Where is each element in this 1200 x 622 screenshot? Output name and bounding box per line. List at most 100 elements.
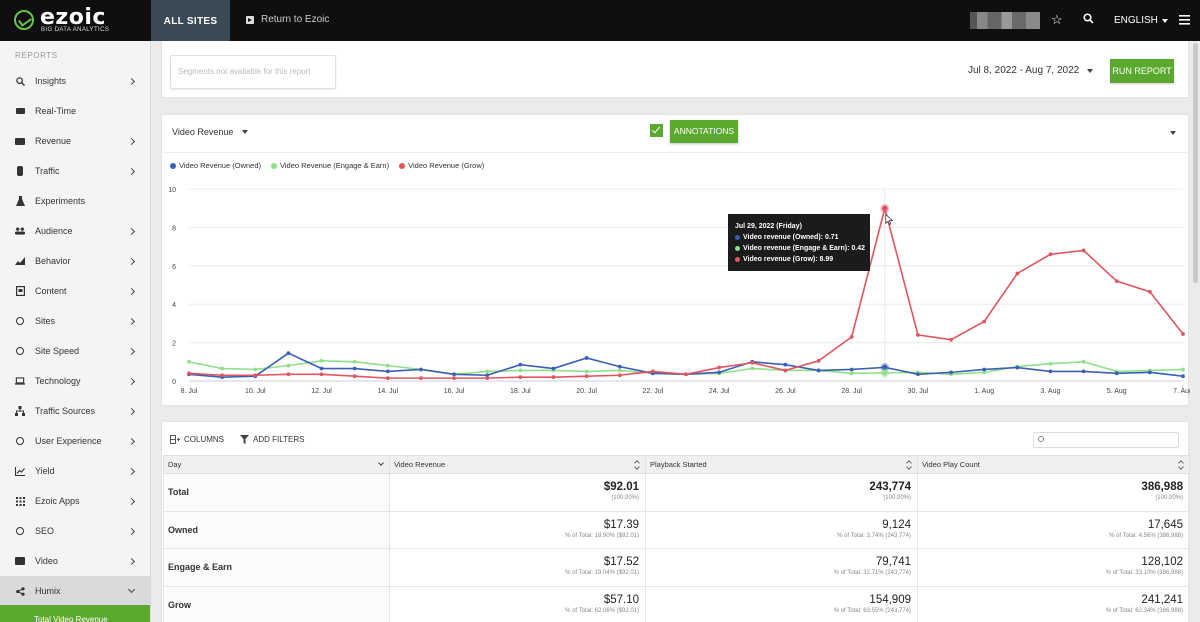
data-point — [485, 376, 490, 381]
y-tick-label: 6 — [172, 264, 176, 271]
all-sites-tab[interactable]: ALL SITES — [151, 0, 230, 41]
data-point — [518, 368, 523, 373]
data-point — [982, 370, 987, 375]
return-to-ezoic-link[interactable]: Return to Ezoic — [246, 14, 329, 25]
data-point — [1081, 359, 1086, 364]
sidebar-item-label: Content — [35, 286, 67, 296]
legend-label-engage: Video Revenue (Engage & Earn) — [280, 161, 390, 170]
sidebar-item-behavior[interactable]: Behavior — [0, 246, 150, 276]
language-selector[interactable]: ENGLISH — [1114, 15, 1168, 26]
table-row[interactable]: Total $92.01 (100.00%) 243,774 (100.00%) 386,… — [163, 473, 1190, 512]
sidebar-item-video[interactable]: Video — [0, 546, 150, 576]
annotations-button[interactable]: ANNOTATIONS — [670, 120, 738, 143]
legend-swatch-engage — [271, 162, 277, 169]
cell-share: % of Total: 62.06% ($92.01) — [565, 607, 639, 614]
sidebar-item-seo[interactable]: SEO — [0, 516, 150, 546]
legend-item-engage[interactable]: Video Revenue (Engage & Earn) — [271, 161, 389, 170]
column-header-playback-started[interactable]: Playback Started — [645, 455, 918, 474]
table-row[interactable]: Engage & Earn $17.52% of Total: 19.04% ($… — [163, 548, 1190, 587]
cell-value: 154,909 — [869, 593, 911, 606]
sidebar-item-label: SEO — [35, 526, 55, 536]
data-point — [1147, 370, 1152, 375]
table-cell: $17.52% of Total: 19.04% ($92.01) — [389, 548, 646, 587]
cell-share: % of Total: 63.55% (243,774) — [833, 607, 911, 614]
x-tick-label: 8. Jul — [181, 388, 198, 395]
sidebar-item-real-time[interactable]: Real-Time — [0, 96, 150, 126]
legend-swatch-owned — [170, 162, 176, 169]
x-tick-label: 3. Aug — [1041, 388, 1061, 395]
columns-button[interactable]: COLUMNS — [170, 435, 224, 444]
sidebar-item-yield[interactable]: Yield — [0, 456, 150, 486]
annotations-checkbox[interactable] — [650, 124, 663, 137]
sitemap-icon — [15, 406, 25, 416]
data-point — [1015, 271, 1020, 276]
legend-item-owned[interactable]: Video Revenue (Owned) — [170, 161, 261, 170]
x-tick-label: 16. Jul — [444, 388, 465, 395]
run-report-button[interactable]: RUN REPORT — [1110, 59, 1174, 83]
sidebar-item-revenue[interactable]: Revenue — [0, 126, 150, 156]
sort-icon — [635, 461, 639, 469]
sidebar-item-traffic-sources[interactable]: Traffic Sources — [0, 396, 150, 426]
table-cell: 9,124% of Total: 3.74% (243,774) — [645, 510, 918, 549]
column-header-day[interactable]: Day — [163, 455, 390, 474]
sidebar-item-content[interactable]: Content — [0, 276, 150, 306]
sidebar-item-user-experience[interactable]: User Experience — [0, 426, 150, 456]
x-tick-label: 12. Jul — [311, 388, 332, 395]
chevron-down-icon — [378, 460, 384, 466]
table-cell: 128,102% of Total: 33.10% (386,988) — [917, 548, 1190, 587]
sidebar-item-traffic[interactable]: Traffic — [0, 156, 150, 186]
date-range-picker[interactable]: Jul 8, 2022 - Aug 7, 2022 — [968, 65, 1094, 76]
hamburger-menu-icon[interactable] — [1179, 14, 1190, 28]
table-search-input[interactable] — [1033, 432, 1179, 448]
sidebar-item-label: Ezoic Apps — [35, 496, 80, 506]
sidebar-subitem-total-video-revenue[interactable]: Total Video Revenue — [0, 605, 150, 622]
ezoic-logo[interactable]: ezoic BIG DATA ANALYTICS — [14, 6, 154, 36]
cell-value: $57.10 — [603, 593, 639, 606]
metric-selector[interactable]: Video Revenue — [172, 127, 249, 137]
search-icon — [15, 76, 25, 86]
sidebar-item-audience[interactable]: Audience — [0, 216, 150, 246]
user-account-redacted[interactable] — [970, 12, 1040, 29]
grid-icon — [15, 496, 25, 506]
film-icon — [15, 556, 25, 566]
sidebar-item-sites[interactable]: Sites — [0, 306, 150, 336]
sidebar: REPORTS Insights Real-Time Revenue Traffic E… — [0, 41, 151, 622]
sidebar-item-ezoic-apps[interactable]: Ezoic Apps — [0, 486, 150, 516]
data-point — [617, 368, 622, 373]
people-icon — [15, 226, 25, 236]
sidebar-item-experiments[interactable]: Experiments — [0, 186, 150, 216]
data-point — [1114, 371, 1119, 376]
data-point — [319, 358, 324, 363]
traffic-icon — [15, 166, 25, 176]
x-tick-label: 10. Jul — [245, 388, 266, 395]
table-row[interactable]: Grow $57.10% of Total: 62.06% ($92.01) 154… — [163, 585, 1190, 622]
chevron-right-icon — [127, 167, 136, 175]
hover-marker — [882, 364, 888, 371]
segments-input[interactable]: Segments not available for this report — [170, 55, 336, 89]
page-scrollbar[interactable] — [1191, 41, 1200, 622]
sidebar-item-technology[interactable]: Technology — [0, 366, 150, 396]
chevron-down-icon — [1087, 68, 1094, 73]
video-revenue-line-chart[interactable]: 0 2 4 6 8 10 8. Jul 10. Jul 12. Jul 14. Jul 16. Ju… — [162, 115, 1190, 407]
star-icon[interactable]: ☆ — [1051, 12, 1063, 27]
scrollbar-thumb[interactable] — [1193, 43, 1198, 283]
data-point — [253, 367, 258, 372]
sidebar-item-site-speed[interactable]: Site Speed — [0, 336, 150, 366]
legend-item-grow[interactable]: Video Revenue (Grow) — [399, 161, 484, 170]
sidebar-item-insights[interactable]: Insights — [0, 66, 150, 96]
search-icon[interactable] — [1083, 13, 1094, 27]
data-point — [717, 365, 722, 370]
data-point — [485, 373, 490, 378]
data-point — [286, 372, 291, 377]
sidebar-item-humix[interactable]: Humix — [0, 576, 150, 606]
data-point — [452, 376, 456, 381]
cell-share: % of Total: 32.71% (243,774) — [833, 570, 911, 577]
chevron-right-icon — [127, 347, 136, 355]
data-point — [916, 372, 920, 377]
add-filters-button[interactable]: ADD FILTERS — [240, 435, 304, 444]
mouse-cursor-icon — [885, 213, 894, 225]
table-row[interactable]: Owned $17.39% of Total: 18.90% ($92.01) 9,… — [163, 510, 1190, 549]
column-header-video-revenue[interactable]: Video Revenue — [389, 455, 646, 474]
column-header-video-play-count[interactable]: Video Play Count — [917, 455, 1190, 474]
collapse-chart-icon[interactable] — [1170, 131, 1176, 135]
